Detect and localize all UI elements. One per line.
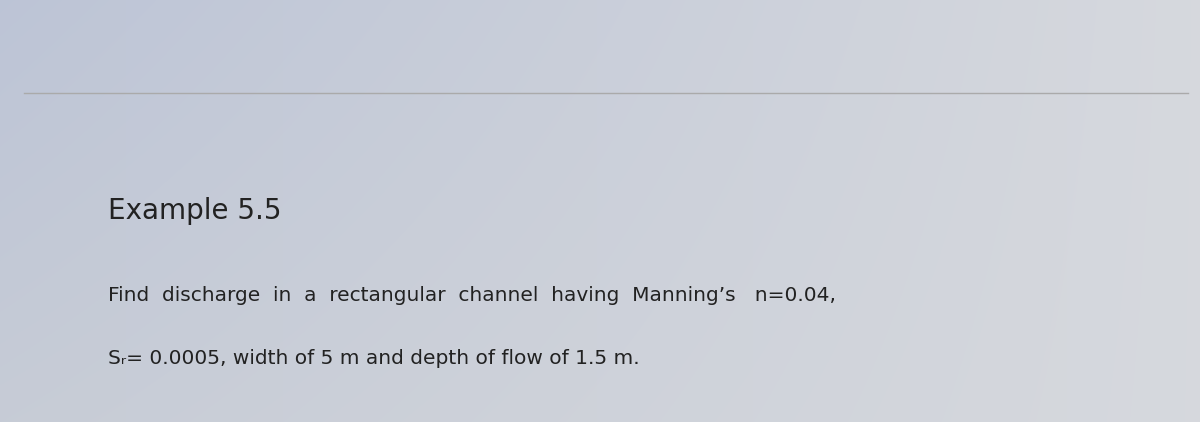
Text: Find  discharge  in  a  rectangular  channel  having  Manning’s   n=0.04,: Find discharge in a rectangular channel … [108, 286, 836, 305]
Text: Example 5.5: Example 5.5 [108, 197, 282, 225]
Text: Sᵣ= 0.0005, width of 5 m and depth of flow of 1.5 m.: Sᵣ= 0.0005, width of 5 m and depth of fl… [108, 349, 640, 368]
